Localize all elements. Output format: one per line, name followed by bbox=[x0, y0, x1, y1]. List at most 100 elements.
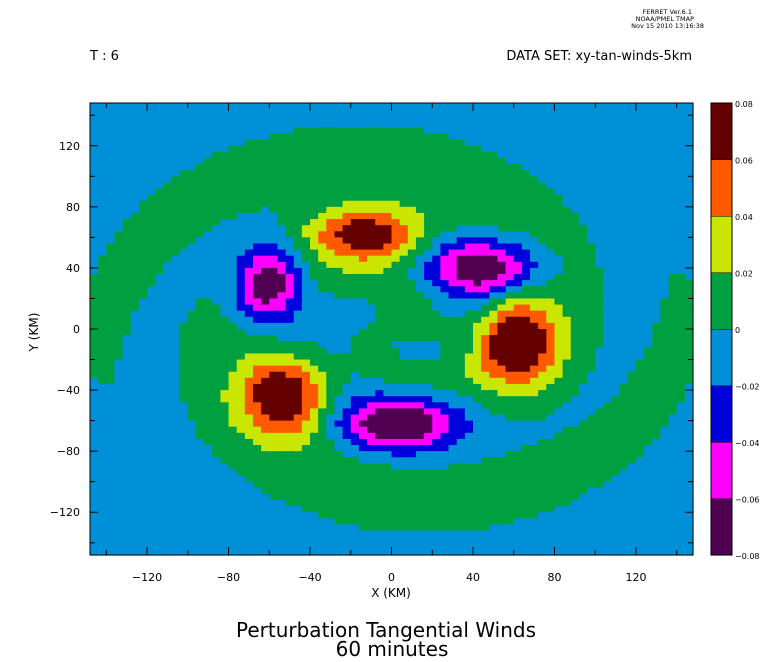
contour-cell bbox=[277, 115, 287, 122]
contour-cell bbox=[587, 194, 596, 202]
contour-cell bbox=[538, 445, 547, 452]
contour-cell bbox=[521, 188, 531, 196]
contour-cell bbox=[432, 164, 441, 171]
contour-cell bbox=[212, 316, 221, 324]
contour-cell bbox=[497, 200, 507, 208]
contour-cell bbox=[668, 359, 678, 367]
contour-cell bbox=[497, 164, 507, 171]
contour-cell bbox=[391, 194, 401, 202]
contour-cell bbox=[179, 463, 189, 471]
contour-cell bbox=[505, 200, 515, 208]
contour-cell bbox=[391, 127, 401, 135]
contour-cell bbox=[350, 219, 360, 226]
contour-cell bbox=[130, 396, 140, 403]
contour-cell bbox=[513, 481, 523, 489]
contour-cell bbox=[204, 506, 213, 513]
contour-cell bbox=[367, 103, 376, 110]
contour-cell bbox=[261, 304, 270, 312]
contour-cell bbox=[424, 438, 433, 446]
contour-cell bbox=[619, 219, 629, 226]
contour-cell bbox=[179, 445, 189, 452]
contour-cell bbox=[668, 353, 678, 361]
contour-cell bbox=[538, 414, 547, 422]
contour-cell bbox=[130, 219, 140, 226]
contour-cell bbox=[195, 500, 205, 507]
contour-cell bbox=[122, 200, 132, 208]
contour-cell bbox=[171, 109, 181, 116]
contour-cell bbox=[212, 383, 221, 391]
contour-cell bbox=[163, 390, 173, 397]
contour-cell bbox=[130, 408, 140, 416]
contour-cell bbox=[627, 292, 637, 300]
contour-cell bbox=[424, 188, 433, 196]
contour-cell bbox=[277, 133, 287, 141]
contour-cell bbox=[399, 322, 409, 330]
contour-cell bbox=[407, 377, 417, 385]
contour-cell bbox=[195, 469, 205, 477]
contour-cell bbox=[342, 170, 352, 177]
contour-cell bbox=[179, 121, 189, 129]
contour-cell bbox=[578, 145, 588, 153]
contour-cell bbox=[481, 286, 490, 293]
contour-cell bbox=[90, 304, 99, 312]
contour-cell bbox=[334, 127, 344, 135]
contour-cell bbox=[464, 426, 474, 434]
contour-cell bbox=[424, 500, 433, 507]
contour-cell bbox=[179, 304, 189, 312]
contour-cell bbox=[684, 451, 694, 458]
contour-cell bbox=[228, 176, 238, 184]
contour-cell bbox=[367, 255, 376, 263]
contour-cell bbox=[440, 475, 450, 483]
contour-cell bbox=[244, 182, 254, 190]
contour-cell bbox=[310, 194, 319, 202]
contour-cell bbox=[236, 506, 246, 513]
contour-cell bbox=[505, 353, 515, 361]
contour-cell bbox=[187, 487, 197, 495]
contour-cell bbox=[358, 475, 368, 483]
contour-cell bbox=[293, 151, 303, 159]
contour-cell bbox=[603, 157, 613, 165]
contour-cell bbox=[513, 396, 523, 403]
contour-cell bbox=[578, 322, 588, 330]
contour-cell bbox=[554, 469, 564, 477]
contour-cell bbox=[481, 194, 490, 202]
contour-cell bbox=[505, 432, 515, 440]
contour-cell bbox=[676, 329, 686, 336]
contour-cell bbox=[595, 219, 604, 226]
contour-cell bbox=[187, 109, 197, 116]
contour-cell bbox=[684, 426, 694, 434]
contour-cell bbox=[407, 261, 417, 269]
contour-cell bbox=[383, 176, 393, 184]
contour-cell bbox=[106, 274, 116, 281]
contour-cell bbox=[204, 267, 213, 275]
contour-cell bbox=[114, 249, 124, 257]
contour-cell bbox=[375, 493, 384, 501]
contour-cell bbox=[171, 139, 181, 147]
contour-cell bbox=[464, 212, 474, 220]
contour-cell bbox=[472, 377, 482, 385]
contour-cell bbox=[627, 383, 637, 391]
contour-cell bbox=[261, 200, 270, 208]
contour-cell bbox=[220, 329, 230, 336]
contour-cell bbox=[375, 432, 384, 440]
contour-cell bbox=[619, 182, 629, 190]
contour-cell bbox=[326, 451, 336, 458]
contour-cell bbox=[130, 353, 140, 361]
contour-cell bbox=[130, 512, 140, 519]
contour-cell bbox=[367, 127, 376, 135]
contour-cell bbox=[261, 139, 270, 147]
contour-cell bbox=[538, 188, 547, 196]
contour-cell bbox=[171, 231, 181, 238]
contour-cell bbox=[521, 377, 531, 385]
contour-cell bbox=[293, 371, 303, 379]
contour-cell bbox=[587, 304, 596, 312]
contour-cell bbox=[310, 481, 319, 489]
contour-cell bbox=[244, 487, 254, 495]
contour-cell bbox=[611, 451, 621, 458]
contour-cell bbox=[155, 396, 164, 403]
contour-cell bbox=[668, 151, 678, 159]
contour-cell bbox=[554, 188, 564, 196]
contour-cell bbox=[587, 121, 596, 129]
contour-cell bbox=[155, 353, 164, 361]
contour-cell bbox=[212, 298, 221, 306]
